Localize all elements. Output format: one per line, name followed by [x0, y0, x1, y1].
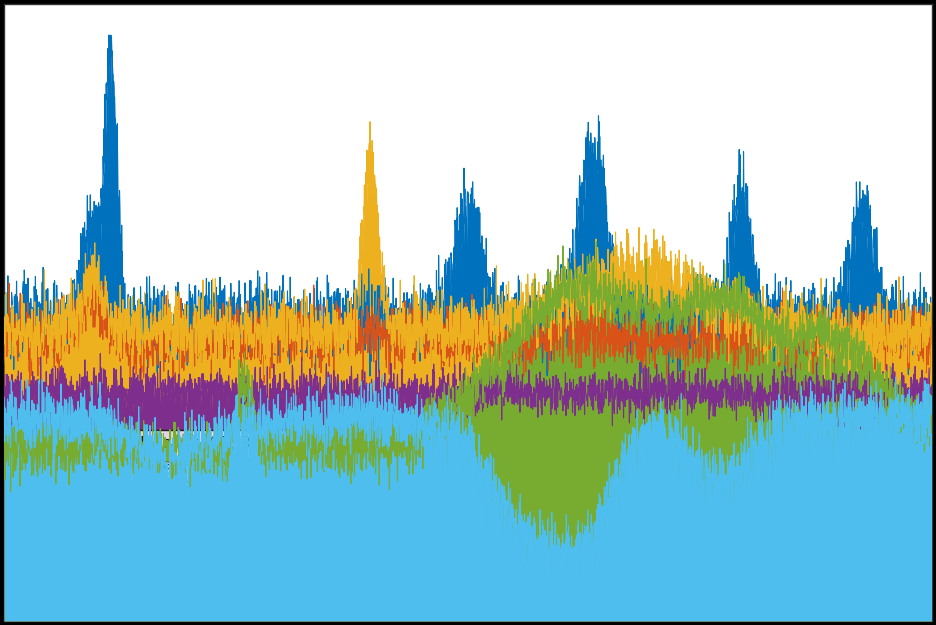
Legend: Hexa, Rz, SR, Ry, Ty, Hexa, Rz, SR, Ry, Hexa, Rz, SR, Hexa, Rz, Hexa, All OFF: Hexa, Rz, SR, Ry, Ty, Hexa, Rz, SR, Ry, …	[77, 429, 291, 570]
